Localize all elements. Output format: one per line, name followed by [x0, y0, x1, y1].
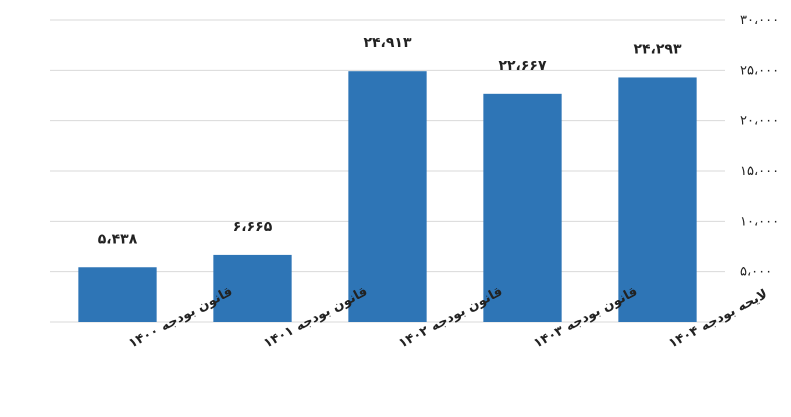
data-labels: ۵،۴۳۸ ۶،۶۶۵ ۲۴،۹۱۳ ۲۲،۶۶۷ ۲۴،۲۹۳ [98, 35, 682, 247]
y-tick-label: ۲۵،۰۰۰ [740, 63, 779, 78]
y-axis-ticks: ۵،۰۰۰ ۱۰،۰۰۰ ۱۵،۰۰۰ ۲۰،۰۰۰ ۲۵،۰۰۰ ۳۰،۰۰۰ [740, 13, 779, 280]
data-label: ۲۲،۶۶۷ [498, 58, 546, 74]
bar [213, 254, 292, 322]
y-tick-label: ۳۰،۰۰۰ [740, 13, 779, 28]
bar [348, 71, 427, 322]
bar [483, 93, 562, 322]
data-label: ۲۴،۲۹۳ [633, 41, 681, 57]
bars [78, 71, 697, 322]
data-label: ۲۴،۹۱۳ [363, 35, 411, 51]
data-label: ۶،۶۶۵ [233, 219, 273, 235]
y-tick-label: ۵،۰۰۰ [740, 265, 772, 280]
data-label: ۵،۴۳۸ [98, 231, 138, 247]
y-tick-label: ۱۵،۰۰۰ [740, 164, 779, 179]
bar [618, 77, 697, 322]
bar [78, 267, 157, 322]
y-tick-label: ۲۰،۰۰۰ [740, 114, 779, 129]
y-tick-label: ۱۰،۰۰۰ [740, 214, 779, 229]
